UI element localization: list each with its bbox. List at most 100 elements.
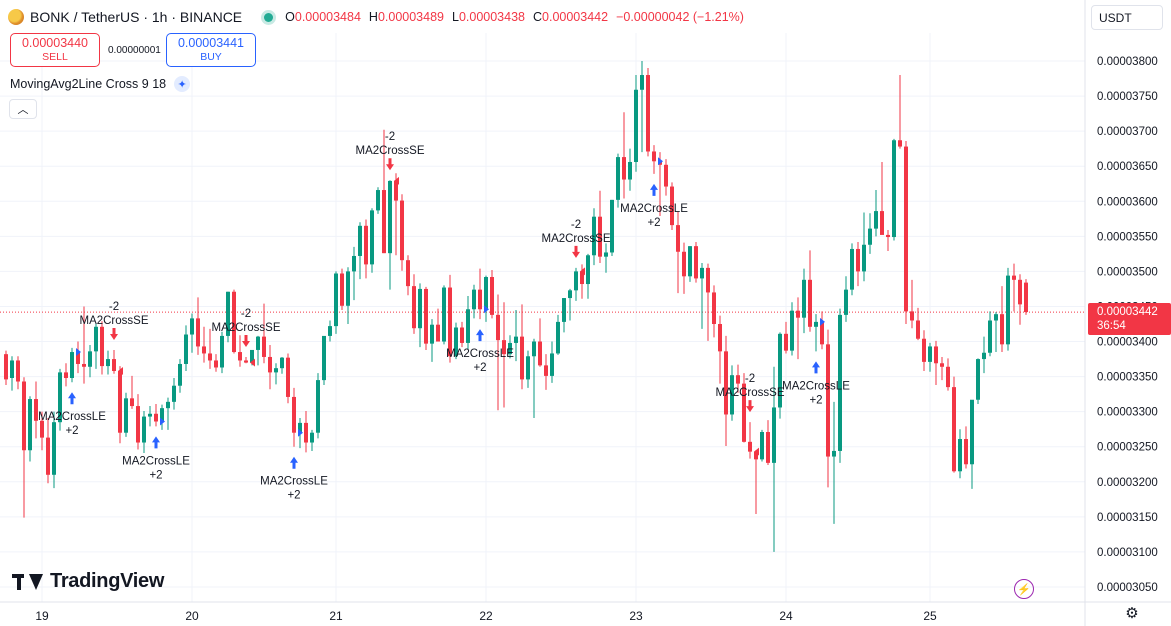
x-tick-label: 21 [329, 609, 343, 623]
candle-body [994, 314, 998, 321]
lightning-icon[interactable]: ⚡ [1014, 579, 1034, 599]
x-tick-label: 23 [629, 609, 643, 623]
candle-body [772, 407, 776, 463]
candle-body [754, 451, 758, 460]
ohlc-change: −0.00000042 (−1.21%) [616, 10, 744, 24]
currency-select[interactable]: USDT [1091, 5, 1163, 30]
y-tick-label: 0.00003650 [1097, 161, 1158, 173]
candle-body [1018, 279, 1022, 305]
candle-body [310, 432, 314, 443]
candle-body [778, 333, 782, 408]
chevron-up-icon: ︿ [17, 104, 29, 116]
candle-body [448, 287, 452, 357]
y-tick-label: 0.00003550 [1097, 231, 1158, 243]
buy-arrow-icon [812, 361, 820, 374]
candle-body [712, 292, 716, 324]
candle-body [520, 336, 524, 380]
candle-body [802, 279, 806, 318]
candle-body [400, 200, 404, 261]
buy-arrow-icon [290, 456, 298, 469]
y-tick-label: 0.00003800 [1097, 56, 1158, 68]
candle-body [556, 321, 560, 354]
signal-qty: +2 [809, 394, 822, 406]
candle-body [676, 225, 680, 252]
entry-marker-icon [298, 428, 303, 437]
last-price-value: 0.00003442 [1097, 306, 1158, 318]
y-tick-label: 0.00003750 [1097, 91, 1158, 103]
candle-body [718, 324, 722, 352]
buy-button[interactable]: 0.00003441 BUY [166, 33, 256, 67]
y-tick-label: 0.00003400 [1097, 337, 1158, 349]
y-tick-label: 0.00003300 [1097, 407, 1158, 419]
market-open-icon [264, 12, 274, 22]
candle-body [82, 363, 86, 367]
signal-qty: -2 [571, 219, 581, 231]
candle-body [10, 360, 14, 379]
buy-arrow-icon [650, 183, 658, 196]
y-tick-label: 0.00003250 [1097, 442, 1158, 454]
candle-body [652, 151, 656, 162]
bonk-logo-icon [8, 9, 24, 25]
signal-qty: -2 [241, 308, 251, 320]
candle-body [568, 290, 572, 299]
candle-body [1012, 275, 1016, 280]
candle-body [736, 375, 740, 384]
indicator-legend[interactable]: MovingAvg2Line Cross 9 18 ✦ [10, 76, 191, 92]
ohlc-values: O0.00003484 H0.00003489 L0.00003438 C0.0… [285, 10, 744, 24]
candle-body [16, 360, 20, 382]
eye-cross-icon[interactable]: ✦ [174, 76, 191, 92]
candle-body [184, 334, 188, 364]
signal-label: MA2CrossLE [122, 455, 190, 467]
candle-body [370, 210, 374, 265]
settings-gear-icon[interactable]: ⚙ [1125, 605, 1139, 622]
tradingview-logo[interactable]: TradingView [12, 570, 164, 593]
candle-body [688, 246, 692, 277]
candle-body [910, 311, 914, 321]
candle-body [424, 288, 428, 344]
candle-body [442, 287, 446, 342]
candle-body [670, 186, 674, 226]
entry-marker-icon [820, 317, 825, 326]
candle-body [154, 413, 158, 422]
entry-marker-icon [484, 305, 489, 314]
candle-body [892, 140, 896, 238]
signal-qty: +2 [287, 490, 300, 502]
buy-arrow-icon [152, 436, 160, 449]
x-tick-label: 25 [923, 609, 937, 623]
candle-body [598, 216, 602, 257]
candle-body [916, 320, 920, 339]
y-tick-label: 0.00003700 [1097, 126, 1158, 138]
candle-body [100, 326, 104, 367]
symbol-title[interactable]: BONK / TetherUS · 1h · BINANCE [30, 9, 243, 25]
candle-body [976, 359, 980, 400]
ohlc-key-open: O [285, 10, 295, 24]
candle-body [952, 387, 956, 472]
last-price-label: 0.00003442 36:54 [1088, 303, 1171, 335]
candle-body [76, 352, 80, 364]
signal-qty: -2 [109, 301, 119, 313]
collapse-legend-button[interactable]: ︿ [9, 99, 37, 119]
exit-marker-icon [580, 267, 585, 276]
candle-body [124, 398, 128, 433]
candle-body [340, 273, 344, 306]
candle-body [748, 441, 752, 452]
ohlc-key-high: H [368, 10, 378, 24]
candle-body [52, 422, 56, 475]
candle-body [1000, 314, 1004, 345]
candle-body [856, 248, 860, 272]
candle-body [34, 399, 38, 421]
candle-body [334, 273, 338, 327]
candle-body [394, 180, 398, 201]
signal-qty: +2 [65, 425, 78, 437]
candle-body [346, 271, 350, 306]
ohlc-low: 0.00003438 [458, 10, 525, 24]
candle-body [964, 439, 968, 465]
candle-body [958, 439, 962, 472]
sell-button[interactable]: 0.00003440 SELL [10, 33, 100, 67]
y-tick-label: 0.00003500 [1097, 266, 1158, 278]
x-tick-label: 24 [779, 609, 793, 623]
signal-label: MA2CrossLE [260, 476, 328, 488]
candle-body [616, 157, 620, 200]
candle-body [364, 225, 368, 265]
